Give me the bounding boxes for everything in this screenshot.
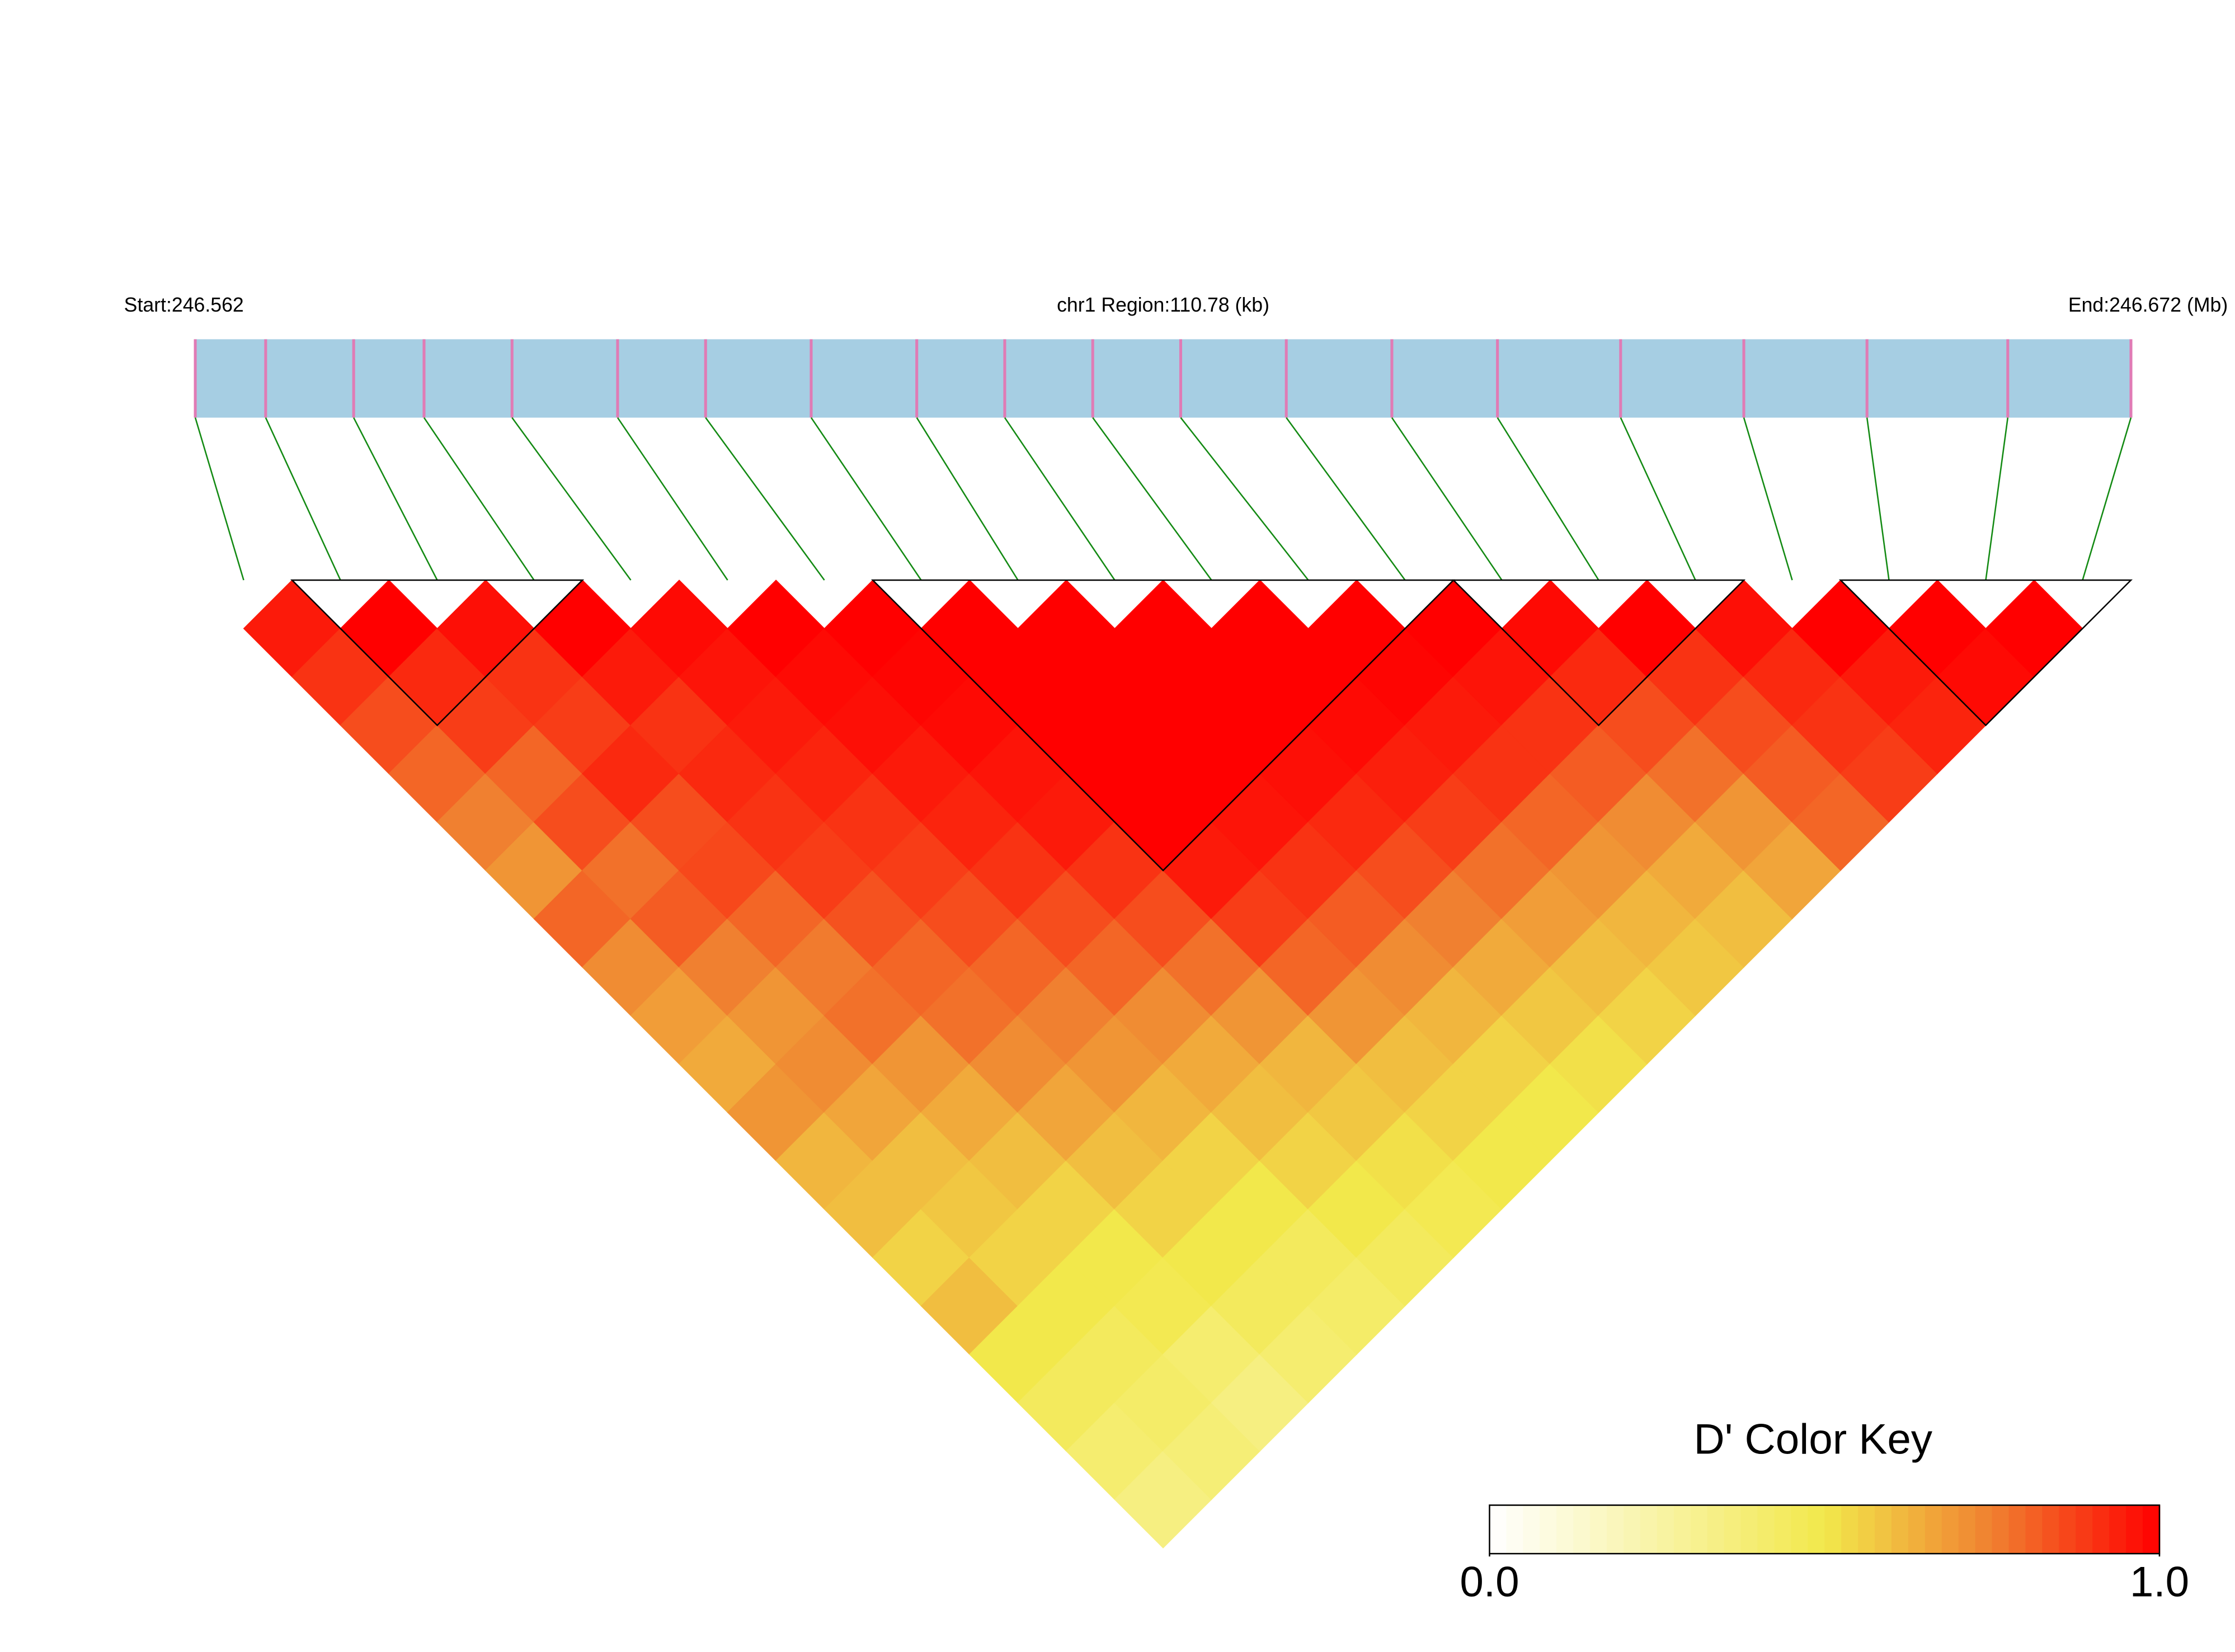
colorbar-swatch [1707,1505,1725,1554]
snp-link [511,417,632,581]
colorbar-swatch [1925,1505,1943,1554]
colorbar-swatch [1791,1505,1809,1554]
colorbar-swatch [1975,1505,1993,1554]
end-label: End:246.672 (Mb) [2068,294,2228,316]
snp-link [1866,417,1890,581]
colorbar-swatch [1808,1505,1825,1554]
colorbar-swatch [2126,1505,2144,1554]
colorbar-swatch [1523,1505,1541,1554]
snp-link [705,417,825,581]
colorbar-swatch [1657,1505,1675,1554]
colorbar-swatch [1992,1505,2010,1554]
ld-block [1838,579,2133,727]
snp-link [265,417,341,581]
colorbar-swatch [1891,1505,1909,1554]
colorbar-swatch [2076,1505,2093,1554]
position-bar [195,339,2132,418]
ld-block [871,579,1456,872]
colorbar-swatch [1740,1505,1758,1554]
snp-link [1286,417,1406,581]
colorbar-swatch [1506,1505,1524,1554]
colorbar-swatch [2109,1505,2127,1554]
colorbar-swatch [2092,1505,2110,1554]
snp-link [617,417,728,581]
colorbar-swatch [1908,1505,1926,1554]
snp-link [810,417,922,581]
colorbar-swatch [1858,1505,1876,1554]
colorbar-swatch [1573,1505,1591,1554]
colorbar-swatch [1540,1505,1558,1554]
ld-block [1451,579,1746,727]
colorbar-swatch [1757,1505,1775,1554]
colorbar-frame [1489,1504,2161,1555]
colorbar-swatch [1774,1505,1792,1554]
colorbar-swatch [1824,1505,1842,1554]
snp-link [423,417,535,581]
colorbar-swatch [2059,1505,2077,1554]
colorbar-swatch [1724,1505,1742,1554]
snp-link [1180,417,1309,581]
colorbar-swatch [1623,1505,1641,1554]
colorbar-swatch [2025,1505,2043,1554]
colorbar-swatch [2042,1505,2060,1554]
colorbar-swatch [1690,1505,1708,1554]
colorbar-title: D' Color Key [1694,1416,1933,1463]
snp-link [1004,417,1116,581]
colorbar-swatch [1673,1505,1692,1554]
snp-link [1391,417,1503,581]
snp-link [1743,417,1793,581]
snp-link [916,417,1019,581]
snp-link [1985,417,2009,581]
colorbar-swatch [1607,1505,1625,1554]
colorbar-tick-label: 0.0 [1460,1558,1519,1606]
colorbar-swatch [1941,1505,1959,1554]
ld-block [290,579,585,727]
colorbar-swatch [1640,1505,1658,1554]
snp-link [1092,417,1212,581]
colorbar-swatch [1841,1505,1859,1554]
snp-link [194,417,244,581]
snp-link [353,417,438,581]
colorbar-swatch [1958,1505,1976,1554]
snp-link [1620,417,1696,581]
start-label: Start:246.562 [124,294,244,316]
region-label: chr1 Region:110.78 (kb) [1057,294,1269,316]
colorbar-swatch [1875,1505,1893,1554]
colorbar-swatch [1489,1505,1507,1554]
colorbar-swatch [1590,1505,1608,1554]
colorbar-tick-label: 1.0 [2130,1558,2189,1606]
snp-link [2082,417,2132,581]
colorbar-swatch [1556,1505,1574,1554]
colorbar-swatch [2143,1505,2161,1554]
snp-link [1497,417,1599,581]
colorbar-swatch [2008,1505,2026,1554]
